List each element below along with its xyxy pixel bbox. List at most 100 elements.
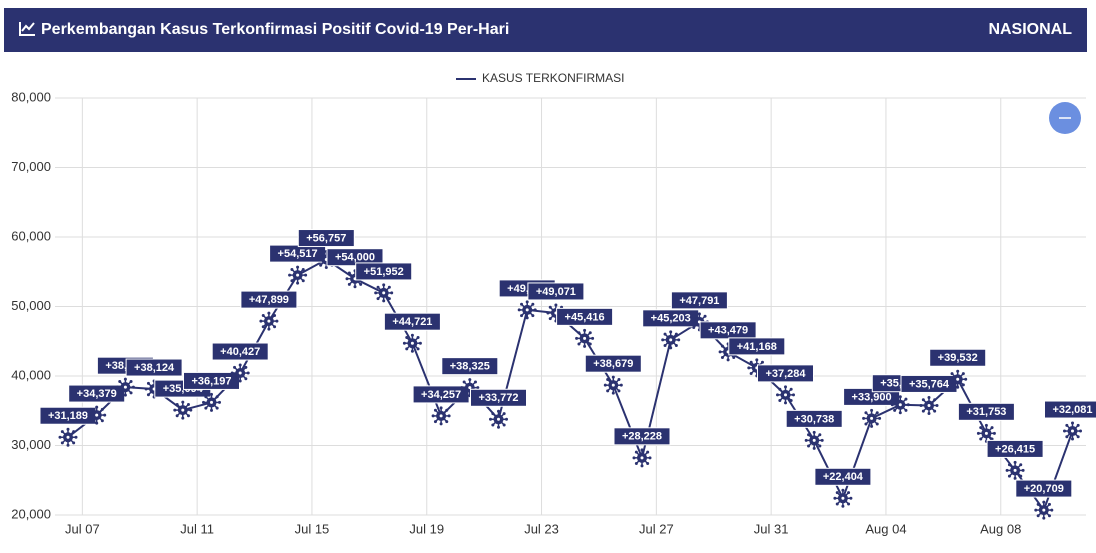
marker-dot: [641, 456, 644, 459]
value-label: +30,738: [786, 410, 842, 427]
marker-tip: [704, 315, 707, 318]
marker-tip: [503, 423, 506, 426]
marker-tip: [189, 409, 192, 412]
marker-tip: [813, 431, 816, 434]
virus-marker: [891, 395, 910, 414]
marker-dot: [468, 386, 471, 389]
marker-tip: [646, 462, 649, 465]
zoom-button[interactable]: [1049, 102, 1081, 134]
marker-tip: [833, 497, 836, 500]
value-label-text: +45,203: [651, 313, 691, 325]
marker-tip: [951, 383, 954, 386]
marker-tip: [176, 403, 179, 406]
marker-dot: [95, 414, 98, 417]
marker-tip: [633, 456, 636, 459]
marker-tip: [878, 417, 881, 420]
marker-tip: [130, 380, 133, 383]
virus-marker: [116, 378, 135, 397]
marker-dot: [612, 384, 615, 387]
marker-tip: [460, 386, 463, 389]
virus-marker: [1034, 501, 1053, 520]
value-label-text: +44,721: [392, 316, 432, 328]
value-label-text: +47,899: [249, 294, 289, 306]
marker-tip: [719, 350, 722, 353]
marker-tip: [377, 297, 380, 300]
value-label-text: +22,404: [823, 471, 864, 483]
x-tick-label: Jul 11: [180, 521, 214, 536]
marker-tip: [979, 437, 982, 440]
marker-tip: [893, 398, 896, 401]
marker-dot: [497, 418, 500, 421]
value-label-text: +47,791: [679, 295, 719, 307]
marker-tip: [792, 393, 795, 396]
marker-dot: [267, 320, 270, 323]
marker-tip: [698, 312, 701, 315]
marker-tip: [419, 342, 422, 345]
marker-tip: [359, 283, 362, 286]
value-label-text: +54,000: [335, 252, 375, 264]
marker-dot: [669, 338, 672, 341]
value-label-text: +31,189: [48, 410, 88, 422]
marker-tip: [818, 433, 821, 436]
x-tick-label: Aug 04: [865, 521, 906, 536]
marker-dot: [1071, 430, 1074, 433]
marker-tip: [546, 311, 549, 314]
value-label-text: +40,427: [220, 346, 260, 358]
marker-tip: [262, 325, 265, 328]
marker-tip: [956, 370, 959, 373]
legend-label: KASUS TERKONFIRMASI: [482, 71, 624, 85]
marker-tip: [964, 378, 967, 381]
marker-tip: [991, 426, 994, 429]
marker-tip: [518, 308, 521, 311]
marker-tip: [130, 391, 133, 394]
marker-tip: [468, 378, 471, 381]
marker-tip: [876, 423, 879, 426]
marker-tip: [612, 376, 615, 379]
marker-tip: [784, 385, 787, 388]
marker-tip: [132, 386, 135, 389]
virus-marker: [920, 396, 939, 415]
value-label-text: +38,679: [593, 358, 633, 370]
marker-tip: [1050, 509, 1053, 512]
marker-tip: [864, 423, 867, 426]
x-tick-label: Jul 27: [639, 521, 674, 536]
marker-tip: [807, 433, 810, 436]
marker-tip: [1019, 475, 1022, 478]
marker-tip: [95, 422, 98, 425]
marker-tip: [1065, 435, 1068, 438]
marker-tip: [463, 392, 466, 395]
marker-tip: [721, 356, 724, 359]
marker-tip: [325, 266, 328, 269]
marker-tip: [273, 325, 276, 328]
value-label: +20,709: [1016, 480, 1072, 497]
marker-tip: [273, 314, 276, 317]
marker-tip: [1071, 438, 1074, 441]
marker-tip: [187, 403, 190, 406]
marker-tip: [216, 407, 219, 410]
marker-tip: [635, 451, 638, 454]
marker-tip: [577, 343, 580, 346]
marker-tip: [821, 439, 824, 442]
marker-tip: [790, 388, 793, 391]
marker-tip: [1019, 463, 1022, 466]
marker-tip: [67, 428, 70, 431]
y-tick-label: 30,000: [11, 437, 51, 452]
marker-tip: [244, 366, 247, 369]
marker-dot: [296, 274, 299, 277]
marker-tip: [993, 432, 996, 435]
marker-tip: [813, 447, 816, 450]
marker-tip: [288, 274, 291, 277]
marker-tip: [778, 388, 781, 391]
marker-tip: [979, 426, 982, 429]
marker-tip: [1048, 514, 1051, 517]
marker-tip: [526, 316, 529, 319]
marker-tip: [847, 502, 850, 505]
marker-tip: [348, 283, 351, 286]
marker-tip: [354, 285, 357, 288]
value-label: +43,479: [700, 322, 756, 339]
virus-marker: [87, 406, 106, 425]
marker-tip: [849, 497, 852, 500]
marker-tip: [870, 409, 873, 412]
virus-marker: [231, 364, 250, 383]
marker-tip: [692, 315, 695, 318]
